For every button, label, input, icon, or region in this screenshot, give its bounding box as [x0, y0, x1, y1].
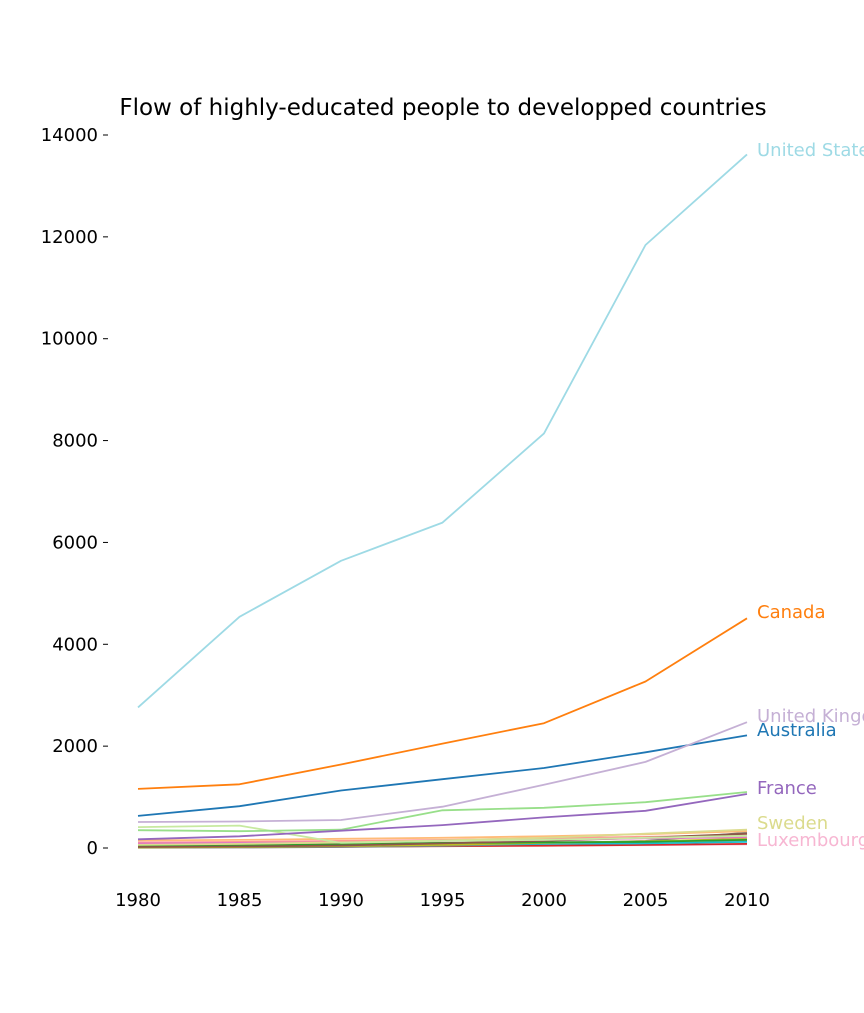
series-label-france: France	[757, 778, 817, 799]
series-label-united-kingdom: United Kingdom	[757, 706, 864, 727]
x-tick-label: 2005	[623, 890, 669, 911]
x-axis: 1980 1985 1990 1995 2000 2005 2010	[115, 890, 770, 911]
series-line-country-6	[137, 824, 748, 844]
y-tick-label: 14000	[41, 125, 98, 146]
y-tick-label: 2000	[52, 736, 98, 757]
series-line-australia	[137, 734, 748, 817]
series-line-united-states	[137, 153, 748, 709]
y-tick-label: 0	[87, 838, 98, 859]
series-label-sweden: Sweden	[757, 813, 828, 834]
series-line-united-kingdom	[137, 721, 748, 823]
y-tick-label: 10000	[41, 329, 98, 350]
x-tick-label: 1985	[217, 890, 263, 911]
chart-title: Flow of highly-educated people to develo…	[119, 95, 766, 121]
series-line-france	[137, 793, 748, 841]
series-lines	[137, 153, 748, 849]
series-line-canada	[137, 617, 748, 790]
x-tick-label: 1980	[115, 890, 161, 911]
y-tick-label: 8000	[52, 431, 98, 452]
y-tick-label: 12000	[41, 227, 98, 248]
y-axis: 0 2000 4000 6000 8000 10000 12000 14000	[41, 125, 108, 859]
x-tick-label: 1990	[318, 890, 364, 911]
series-label-australia: Australia	[757, 720, 837, 741]
series-line-country-5	[137, 791, 748, 833]
y-tick-label: 4000	[52, 634, 98, 655]
series-label-united-states: United States	[757, 140, 864, 161]
series-label-canada: Canada	[757, 602, 826, 623]
y-tick-label: 6000	[52, 532, 98, 553]
x-tick-label: 2000	[521, 890, 567, 911]
x-tick-label: 1995	[420, 890, 466, 911]
series-label-luxembourg: Luxembourg	[757, 830, 864, 851]
series-labels: United States Canada United KingdomAustral…	[757, 140, 864, 851]
x-tick-label: 2010	[724, 890, 770, 911]
